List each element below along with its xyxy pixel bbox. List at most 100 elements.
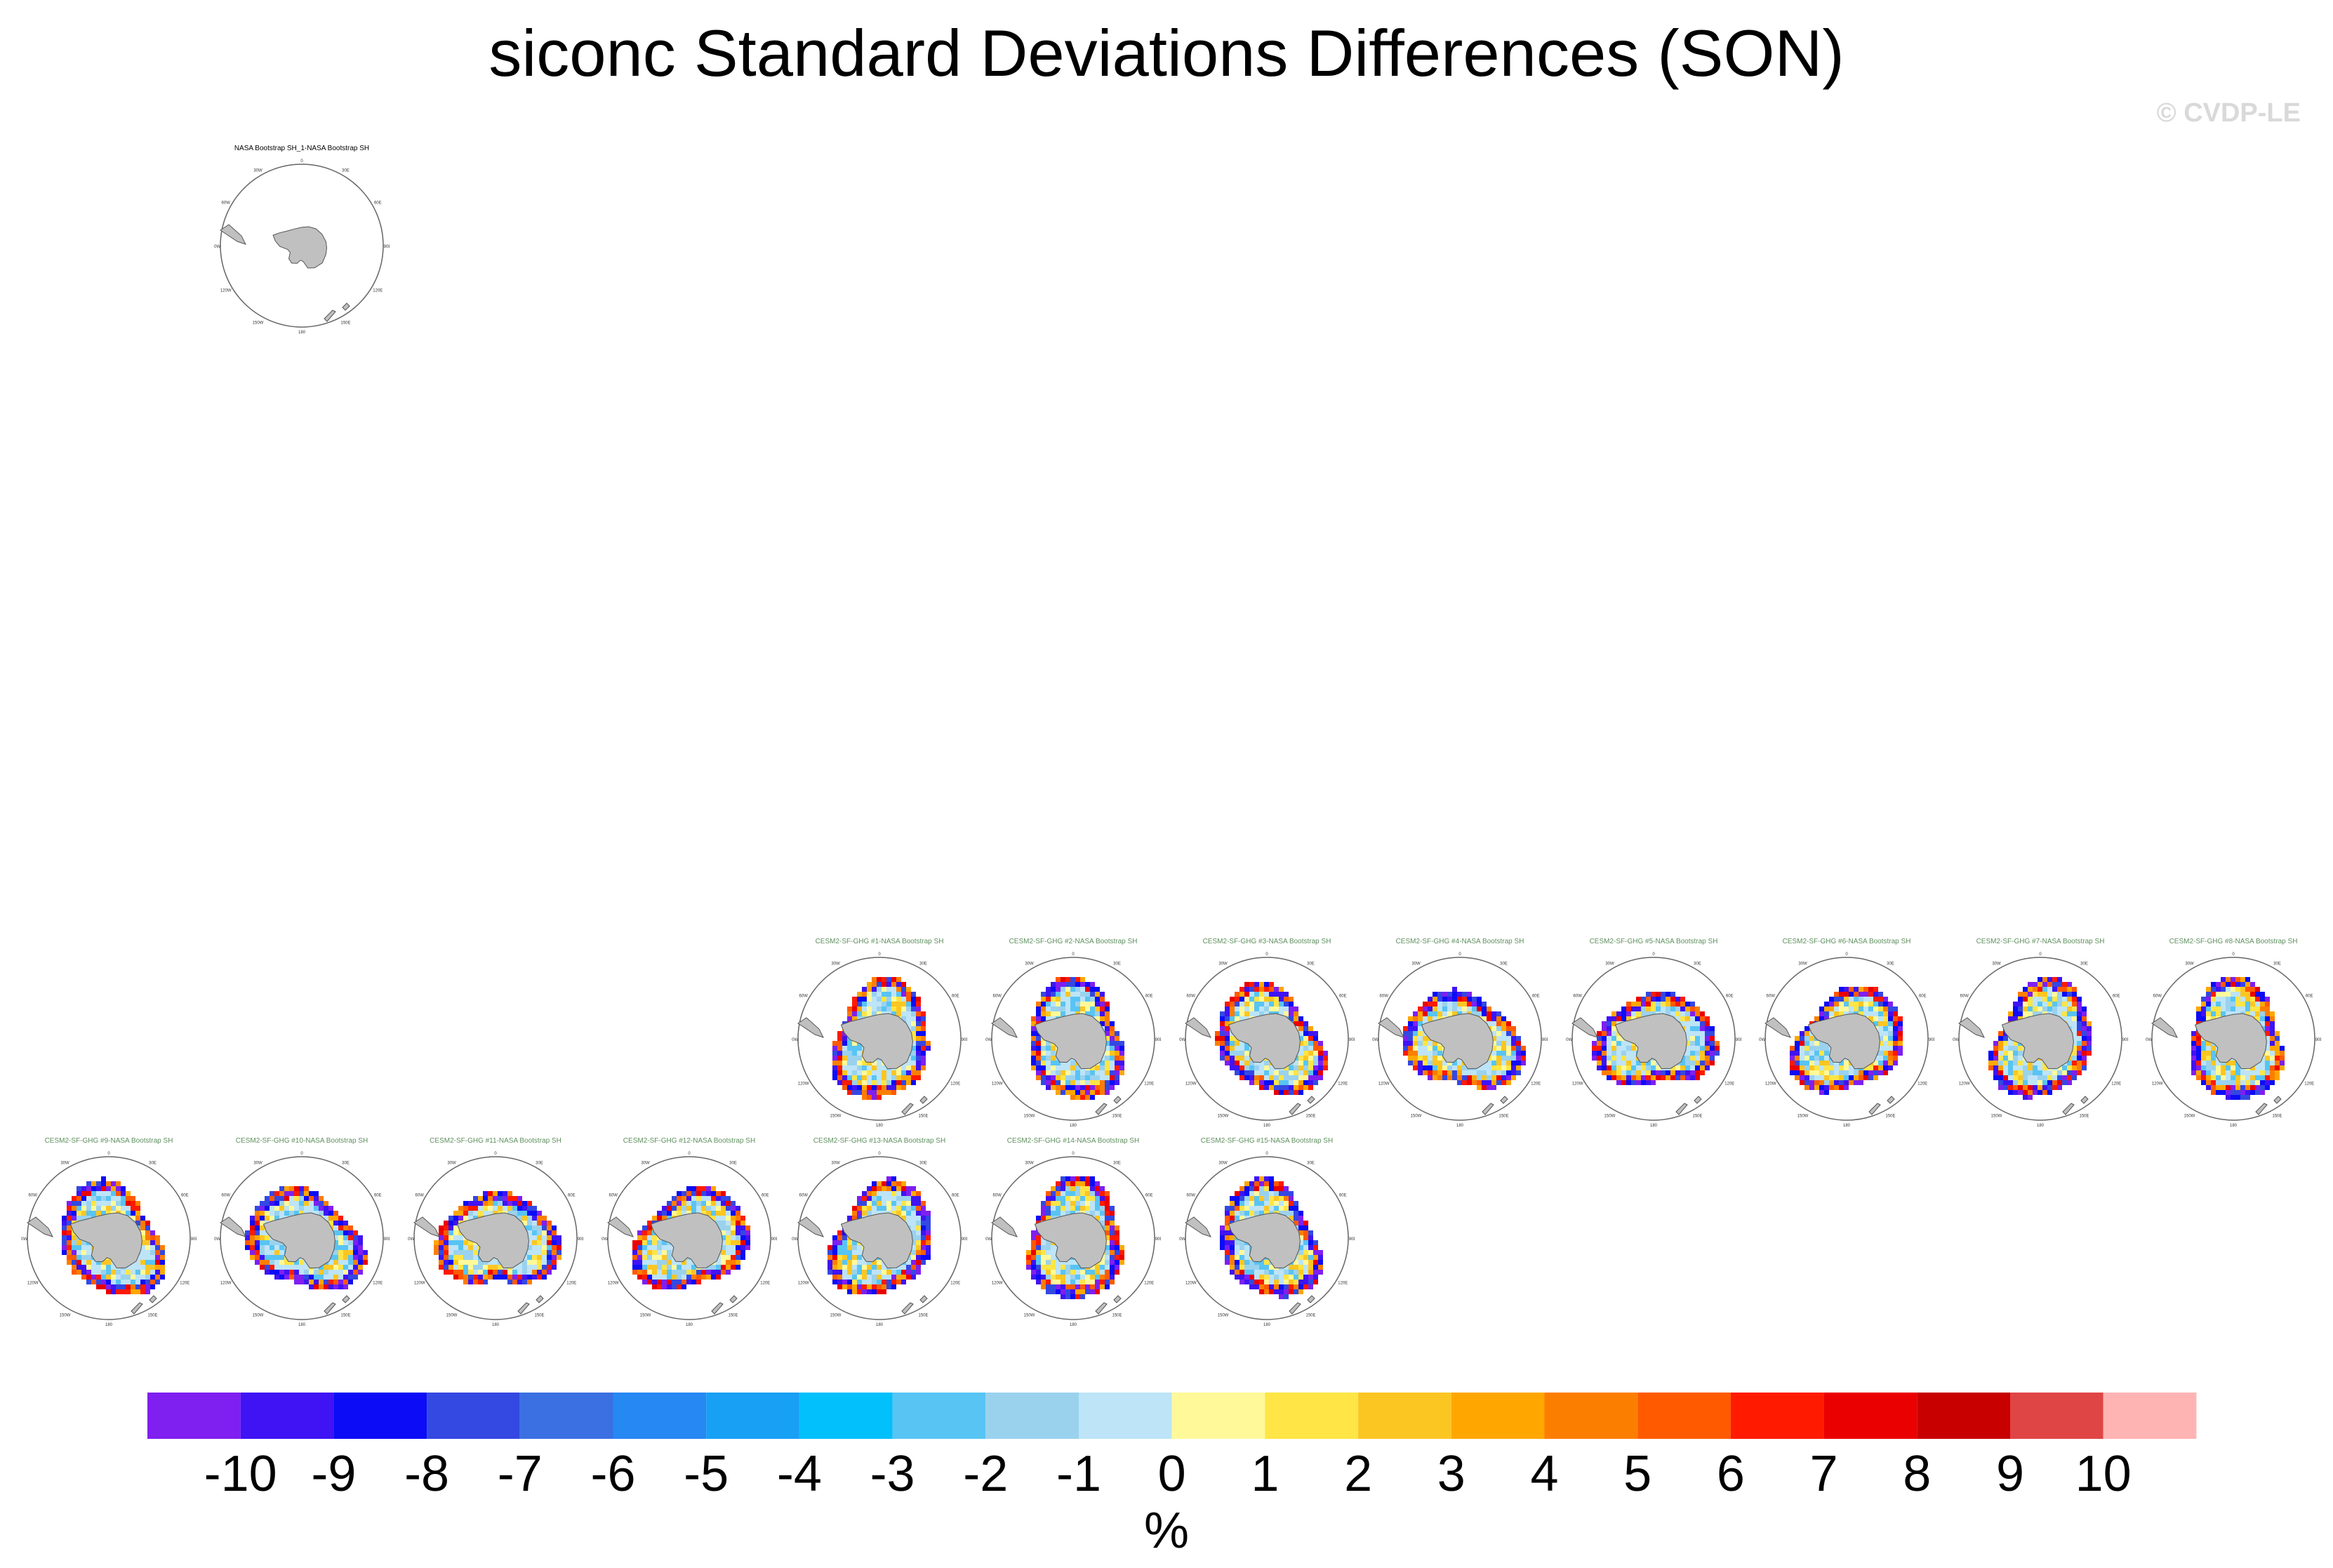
data-cell [1611, 1031, 1616, 1036]
data-cell [245, 1230, 250, 1235]
data-cell [877, 1080, 882, 1085]
data-cell [1239, 1051, 1244, 1056]
data-cell [1859, 1075, 1863, 1080]
data-cell [1046, 1065, 1051, 1070]
data-cell [847, 1265, 852, 1270]
data-cell [2275, 1061, 2280, 1065]
data-cell [2082, 1006, 2087, 1011]
data-cell [837, 1270, 842, 1275]
data-cell [468, 1270, 473, 1275]
data-cell [1115, 1225, 1119, 1230]
data-cell [1403, 1036, 1408, 1041]
data-cell [1705, 1026, 1710, 1031]
data-cell [872, 1206, 877, 1211]
watermark: © CVDP-LE [2156, 98, 2301, 128]
data-cell [2240, 1090, 2245, 1095]
data-cell [1031, 1016, 1036, 1021]
data-cell [1462, 1065, 1467, 1070]
data-cell [1080, 1006, 1085, 1011]
data-cell [279, 1191, 284, 1196]
data-cell [896, 1011, 901, 1016]
data-cell [891, 1006, 896, 1011]
data-cell [1254, 982, 1259, 987]
data-cell [1095, 1201, 1100, 1206]
data-cell [1834, 992, 1839, 997]
data-cell [121, 1211, 126, 1216]
data-cell [891, 1090, 896, 1095]
data-cell [837, 1065, 842, 1070]
data-cell [1274, 1002, 1279, 1006]
data-cell [1809, 1065, 1814, 1070]
data-cell [1616, 1016, 1621, 1021]
data-cell [906, 992, 911, 997]
data-cell [527, 1265, 532, 1270]
data-cell [877, 987, 882, 992]
data-cell [1284, 1011, 1289, 1016]
data-cell [2265, 997, 2270, 1002]
data-cell [726, 1225, 731, 1230]
data-cell [1700, 1051, 1705, 1056]
data-cell [1496, 1016, 1501, 1021]
data-cell [1056, 1002, 1061, 1006]
longitude-label: 150E [918, 1313, 928, 1317]
data-cell [1491, 1080, 1496, 1085]
data-cell [2226, 1090, 2231, 1095]
data-cell [862, 1090, 867, 1095]
data-cell [1070, 1090, 1075, 1095]
data-cell [632, 1240, 637, 1245]
data-cell [2250, 1085, 2255, 1090]
data-cell [637, 1230, 642, 1235]
data-cell [2265, 1021, 2270, 1026]
data-cell [299, 1201, 304, 1206]
data-cell [1611, 1036, 1616, 1041]
data-cell [1313, 1041, 1318, 1046]
data-cell [265, 1201, 270, 1206]
data-cell [1433, 1051, 1437, 1056]
data-cell [842, 1240, 847, 1245]
data-cell [2018, 1085, 2023, 1090]
data-cell [2260, 1006, 2265, 1011]
data-cell [478, 1196, 483, 1201]
data-cell [852, 1250, 857, 1255]
data-cell [2057, 997, 2062, 1002]
data-cell [2265, 1085, 2270, 1090]
data-cell [1105, 1041, 1110, 1046]
data-cell [245, 1240, 250, 1245]
data-cell [67, 1201, 72, 1206]
data-cell [1065, 987, 1070, 992]
data-cell [2038, 992, 2042, 997]
data-cell [857, 1056, 862, 1061]
data-cell [1408, 1031, 1413, 1036]
data-cell [453, 1221, 458, 1225]
data-cell [160, 1260, 165, 1265]
data-cell [847, 1270, 852, 1275]
data-cell [81, 1206, 86, 1211]
data-cell [140, 1280, 145, 1284]
data-cell [2235, 1085, 2240, 1090]
data-cell [1790, 1051, 1795, 1056]
data-cell [911, 1061, 916, 1065]
data-cell [1433, 1061, 1437, 1065]
data-cell [547, 1235, 552, 1240]
data-cell [1795, 1056, 1800, 1061]
data-cell [1110, 1080, 1115, 1085]
longitude-label: 90W [792, 1038, 799, 1042]
data-cell [721, 1230, 726, 1235]
data-cell [872, 1201, 877, 1206]
data-cell [1080, 1075, 1085, 1080]
data-cell [652, 1275, 657, 1280]
data-cell [1496, 1056, 1501, 1061]
data-cell [2047, 1085, 2052, 1090]
data-cell [721, 1221, 726, 1225]
data-cell [921, 1201, 926, 1206]
data-cell [1408, 1056, 1413, 1061]
data-cell [1085, 1201, 1090, 1206]
new-zealand-landmass [1482, 1096, 1508, 1115]
data-cell [1501, 1070, 1506, 1075]
data-cell [62, 1240, 67, 1245]
data-cell [1041, 1245, 1046, 1250]
data-cell [1105, 1245, 1110, 1250]
data-cell [353, 1260, 358, 1265]
data-cell [667, 1255, 672, 1260]
data-cell [896, 1275, 901, 1280]
